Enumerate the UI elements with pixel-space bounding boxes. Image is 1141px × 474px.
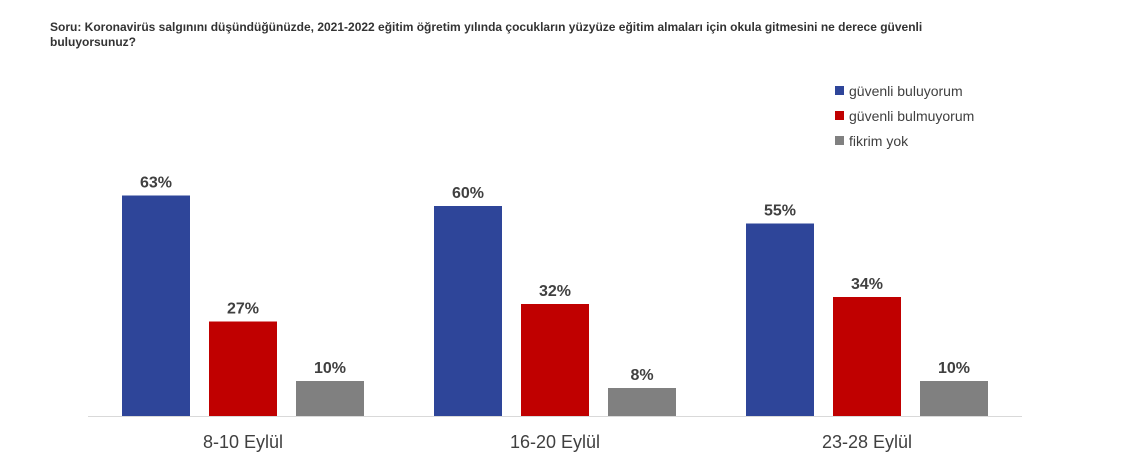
legend-swatch <box>835 86 844 95</box>
value-label: 34% <box>851 276 883 293</box>
bar-fikrim-yok <box>296 381 364 416</box>
legend-swatch <box>835 111 844 120</box>
value-label: 63% <box>140 175 172 192</box>
value-label: 10% <box>938 360 970 377</box>
bar-guvenli-bulmuyorum <box>833 297 901 416</box>
value-label: 10% <box>314 360 346 377</box>
category-label: 8-10 Eylül <box>203 432 283 452</box>
bar-fikrim-yok <box>608 388 676 416</box>
legend-swatch <box>835 136 844 145</box>
legend-label: fikrim yok <box>849 132 909 149</box>
bar-guvenli-buluyorum <box>746 223 814 416</box>
legend-item-guvenli-buluyorum: güvenli buluyorum <box>835 78 974 103</box>
legend-label: güvenli buluyorum <box>849 82 963 99</box>
bar-guvenli-bulmuyorum <box>521 304 589 416</box>
bar-guvenli-buluyorum <box>434 206 502 416</box>
category-label: 23-28 Eylül <box>822 432 912 452</box>
value-label: 55% <box>764 203 796 220</box>
legend-item-guvenli-bulmuyorum: güvenli bulmuyorum <box>835 103 974 128</box>
value-label: 60% <box>452 185 484 202</box>
legend-item-fikrim-yok: fikrim yok <box>835 128 974 153</box>
value-label: 8% <box>630 367 653 384</box>
value-label: 32% <box>539 283 571 300</box>
chart-question-title: Soru: Koronavirüs salgınını düşündüğünüz… <box>50 20 923 49</box>
bar-guvenli-buluyorum <box>122 195 190 416</box>
value-label: 27% <box>227 301 259 318</box>
category-label: 16-20 Eylül <box>510 432 600 452</box>
legend-label: güvenli bulmuyorum <box>849 107 975 124</box>
legend: güvenli buluyorum güvenli bulmuyorum fik… <box>835 78 974 153</box>
bar-fikrim-yok <box>920 381 988 416</box>
bar-guvenli-bulmuyorum <box>209 321 277 416</box>
